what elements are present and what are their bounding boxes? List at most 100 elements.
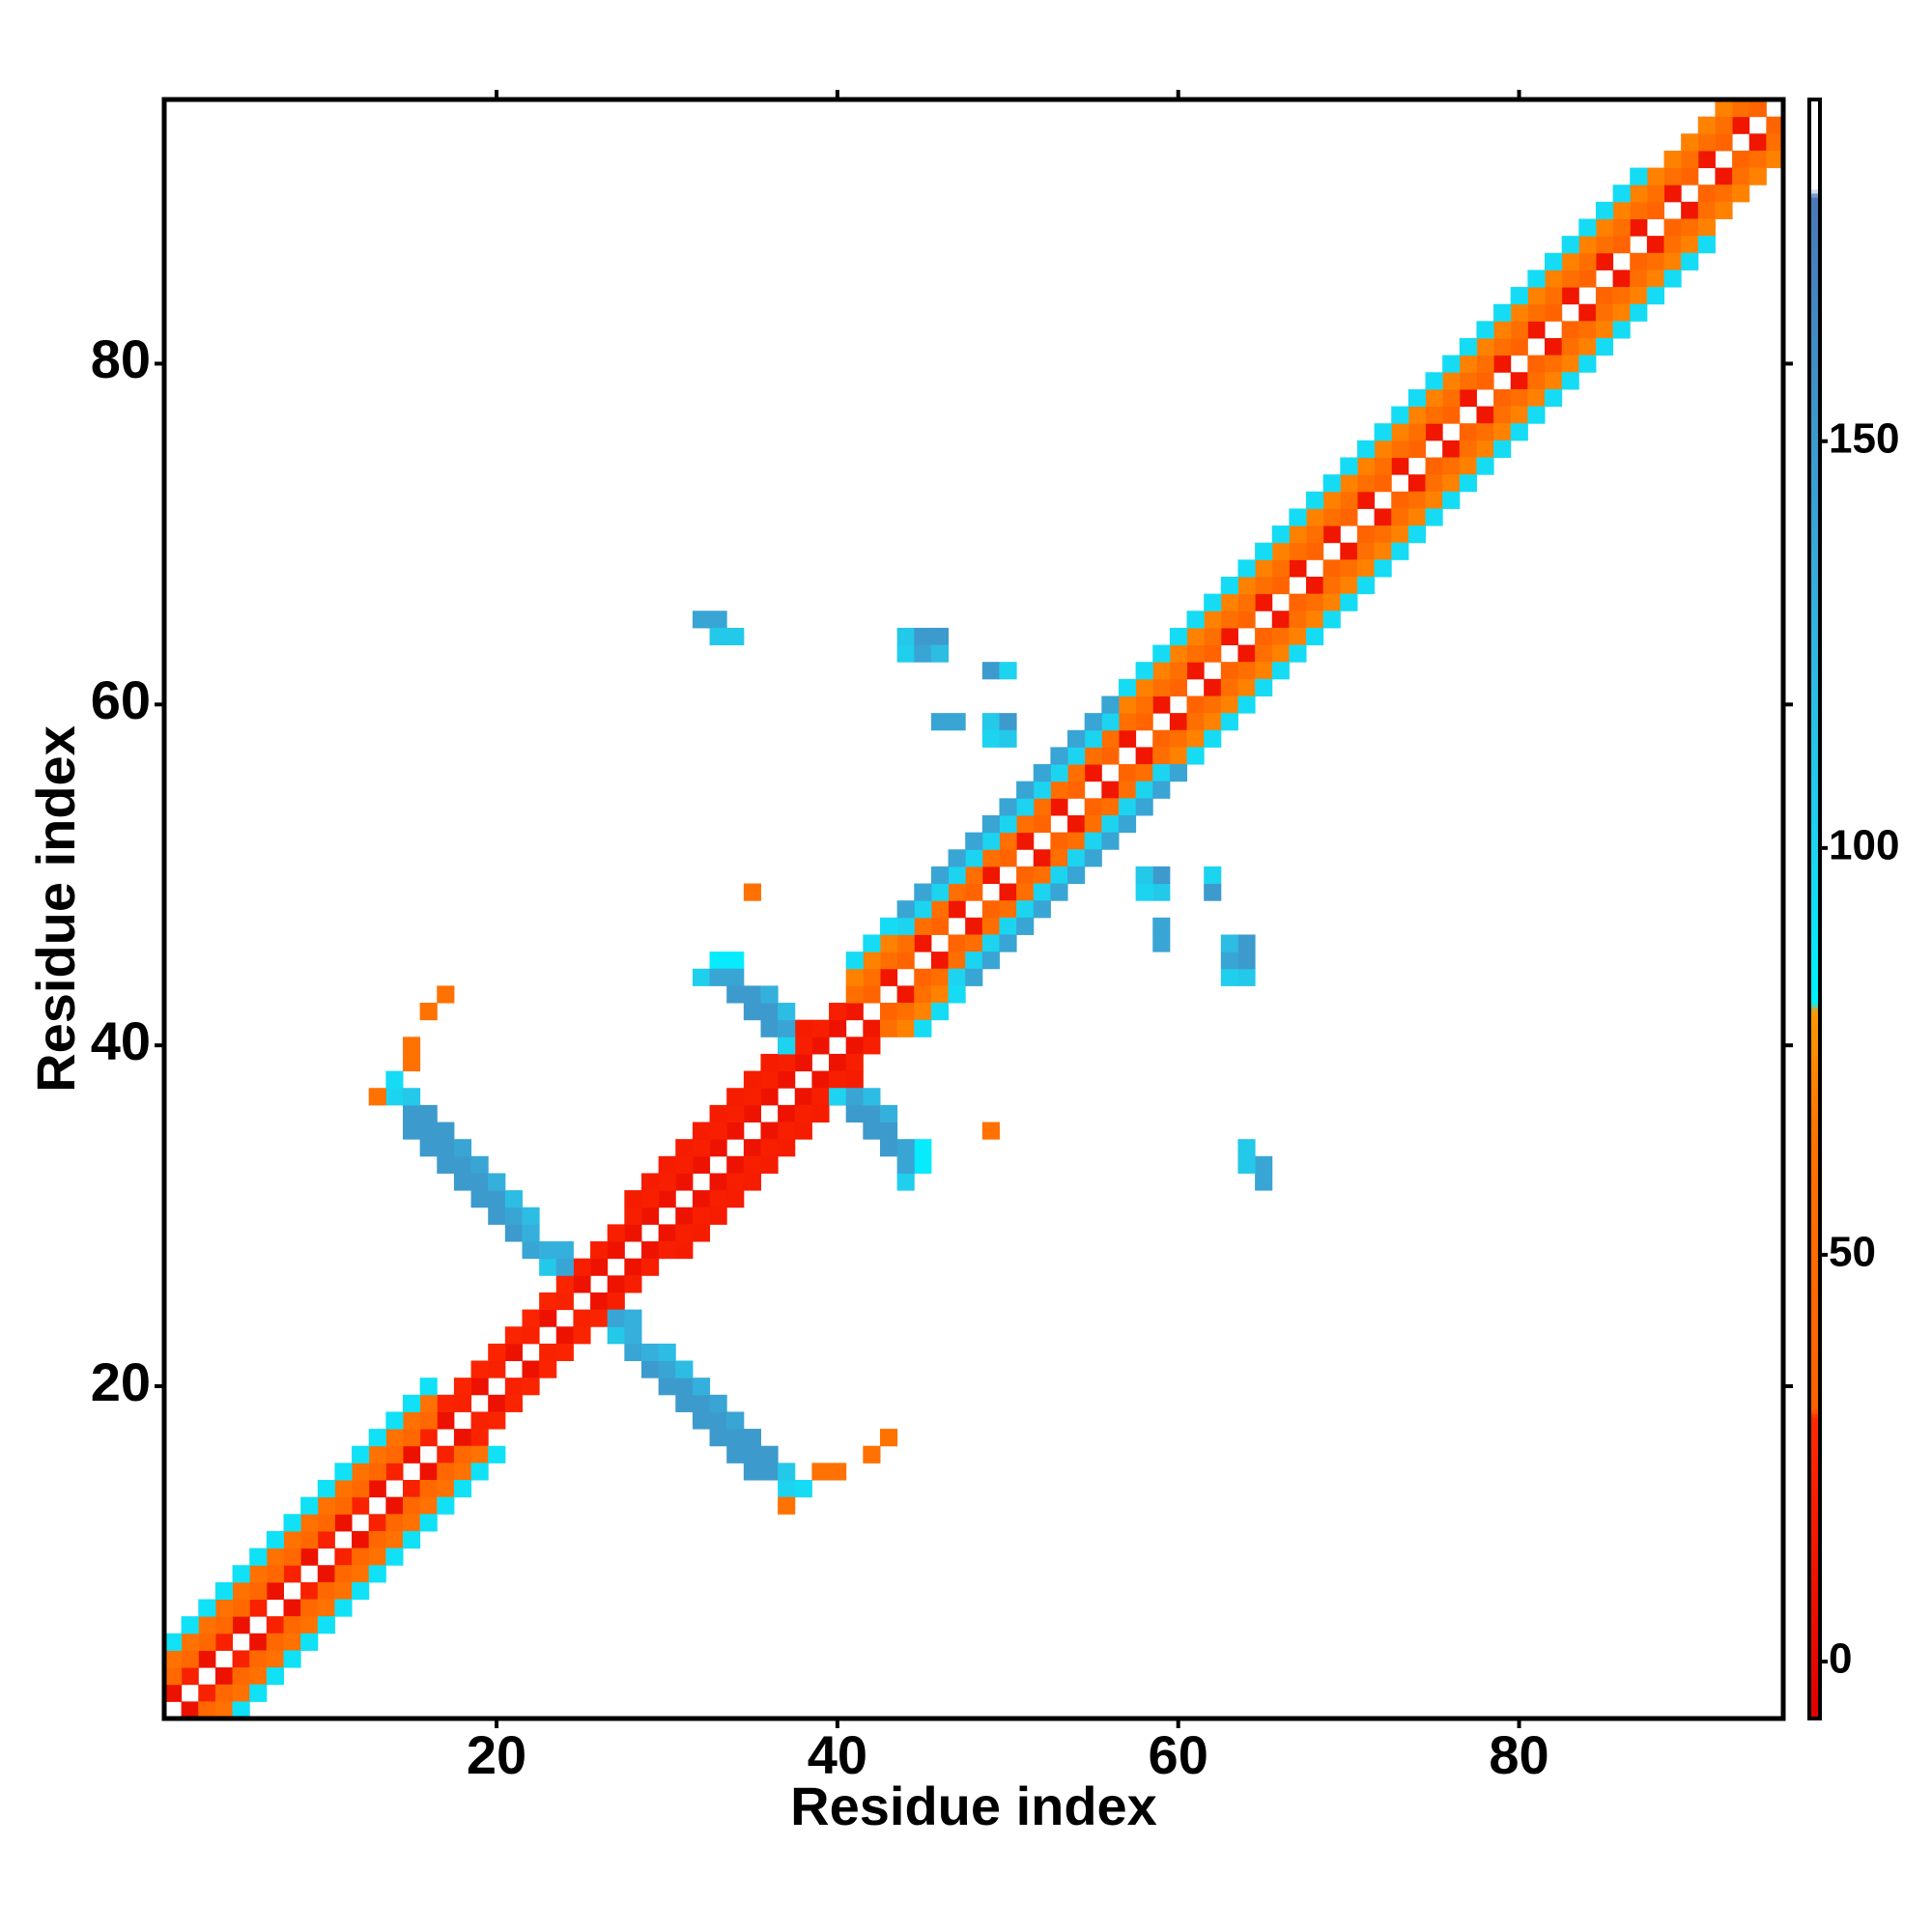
cell	[726, 1429, 745, 1447]
colorbar-strip	[1809, 359, 1820, 365]
cell	[1646, 287, 1665, 305]
colorbar-strip	[1809, 876, 1820, 882]
colorbar-strip	[1809, 1047, 1820, 1052]
colorbar-strip	[1809, 1002, 1820, 1008]
cell	[930, 644, 950, 663]
cell	[845, 1003, 864, 1021]
cell	[999, 729, 1017, 748]
cell	[1237, 968, 1256, 986]
cell	[402, 1037, 421, 1055]
colorbar-strip	[1809, 367, 1820, 373]
cell	[1186, 662, 1205, 680]
cell	[539, 1241, 557, 1260]
cell	[453, 1429, 472, 1447]
cell	[249, 1548, 268, 1566]
cell	[1459, 440, 1477, 458]
cell	[1237, 934, 1256, 952]
colorbar-strip	[1809, 1132, 1820, 1138]
cell	[726, 1155, 745, 1174]
cell	[1289, 526, 1307, 544]
cell	[1118, 764, 1137, 782]
cell	[1578, 270, 1597, 288]
colorbar-strip	[1809, 140, 1820, 145]
cell	[692, 1122, 711, 1140]
cell	[488, 1394, 506, 1412]
colorbar-strip	[1809, 1393, 1820, 1398]
cell	[1169, 729, 1188, 748]
colorbar-strip	[1809, 738, 1820, 743]
cell	[1527, 270, 1546, 288]
cell	[845, 952, 864, 970]
cell	[402, 1445, 421, 1463]
colorbar-strip	[1809, 420, 1820, 426]
cell	[1663, 252, 1682, 270]
cell	[726, 1122, 745, 1140]
cell	[914, 917, 932, 935]
cell	[232, 1599, 250, 1617]
cell	[437, 1139, 455, 1157]
cell	[675, 1139, 694, 1157]
x-tick-label: 40	[808, 1724, 867, 1785]
colorbar-strip	[1809, 978, 1820, 983]
colorbar-strip	[1809, 1145, 1820, 1151]
cell	[675, 1155, 694, 1174]
colorbar-strip	[1809, 1462, 1820, 1467]
cell	[453, 1394, 472, 1412]
colorbar-strip	[1809, 213, 1820, 218]
cell	[1578, 337, 1597, 356]
colorbar-strip	[1809, 1185, 1820, 1191]
cell	[522, 1360, 540, 1378]
colorbar-strip	[1809, 632, 1820, 638]
colorbar-strip	[1809, 1042, 1820, 1048]
colorbar-strip	[1809, 1193, 1820, 1199]
cell	[811, 1019, 830, 1037]
colorbar-strip	[1809, 722, 1820, 727]
cell	[981, 866, 1000, 885]
cell	[385, 1070, 404, 1089]
colorbar-strip	[1809, 1116, 1820, 1122]
colorbar-strip	[1809, 1478, 1820, 1484]
cell	[522, 1326, 540, 1345]
cell	[624, 1275, 642, 1293]
cell	[1407, 406, 1427, 424]
cell	[1186, 611, 1205, 629]
cell	[726, 1088, 745, 1106]
cell	[879, 1139, 898, 1157]
colorbar-strip	[1809, 1311, 1820, 1317]
colorbar-strip	[1809, 652, 1820, 658]
cell	[1493, 388, 1512, 408]
colorbar-strip	[1809, 1323, 1820, 1329]
cell	[334, 1496, 353, 1515]
colorbar-tick-label: 50	[1829, 1229, 1876, 1276]
cell	[300, 1530, 319, 1549]
colorbar-strip	[1809, 1274, 1820, 1280]
colorbar-strip	[1809, 347, 1820, 353]
colorbar-strip	[1809, 416, 1820, 422]
colorbar-strip	[1809, 181, 1820, 186]
colorbar-strip	[1809, 644, 1820, 650]
cell	[488, 1207, 506, 1225]
cell	[470, 1429, 489, 1447]
cell	[845, 1088, 864, 1106]
cell	[317, 1530, 335, 1549]
cell	[1033, 798, 1051, 816]
colorbar-strip	[1809, 1136, 1820, 1142]
cell	[334, 1581, 353, 1601]
cell	[470, 1155, 489, 1174]
cell	[470, 1445, 489, 1463]
cell	[1135, 798, 1153, 816]
cell	[1135, 713, 1153, 731]
colorbar-strip	[1809, 444, 1820, 450]
colorbar-strip	[1809, 270, 1820, 275]
colorbar-strip	[1809, 1649, 1820, 1655]
colorbar-strip	[1809, 1612, 1820, 1618]
cell	[999, 798, 1017, 816]
colorbar-strip	[1809, 128, 1820, 133]
cell	[879, 1003, 898, 1021]
colorbar-strip	[1809, 786, 1820, 792]
colorbar-strip	[1809, 795, 1820, 800]
cell	[965, 952, 983, 970]
cell	[760, 1445, 779, 1463]
cell	[1476, 423, 1494, 441]
cell	[1510, 388, 1528, 408]
